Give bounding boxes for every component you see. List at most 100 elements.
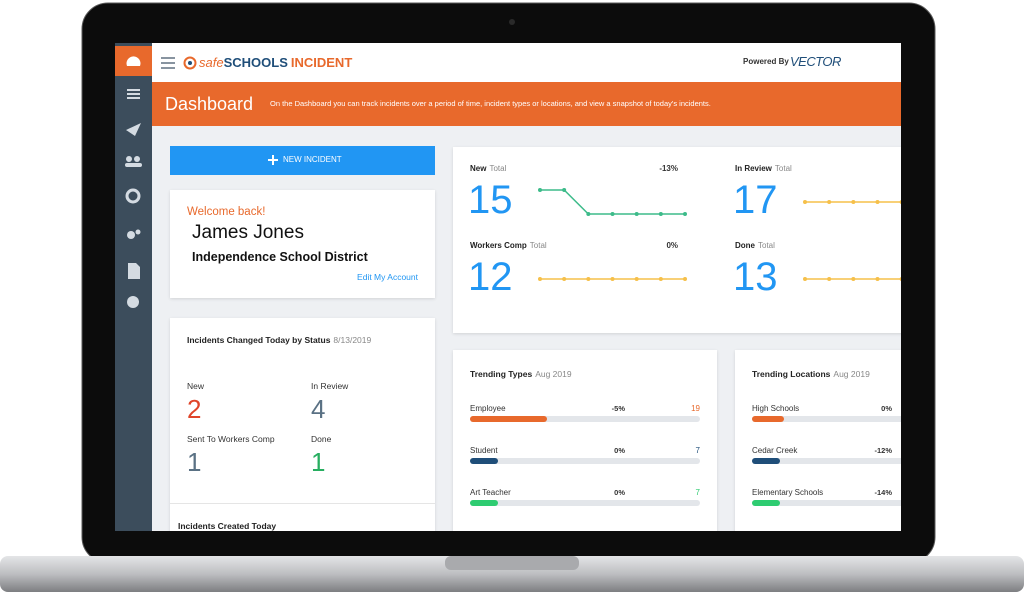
trending-label: Employee — [470, 404, 506, 413]
trending-count: 7 — [695, 446, 700, 455]
plus-icon — [272, 155, 274, 165]
welcome-card — [170, 190, 435, 298]
stat-label-text: In Review — [735, 164, 772, 173]
trending-title: Trending Locations Aug 2019 — [752, 370, 870, 379]
document-icon[interactable] — [128, 263, 140, 279]
stat-change: -13% — [659, 164, 678, 173]
new-incident-button[interactable]: NEW INCIDENT — [170, 146, 435, 175]
stat-sublabel: Total — [489, 164, 507, 173]
stat-sublabel: Total — [758, 241, 775, 250]
trending-change: 0% — [614, 488, 625, 498]
send-icon[interactable] — [126, 123, 141, 136]
stat-label: Workers Comp Total — [470, 242, 547, 250]
bar — [752, 458, 781, 464]
users-icon[interactable] — [126, 156, 132, 162]
status-date: 8/13/2019 — [333, 335, 372, 345]
laptop-base — [0, 556, 1024, 592]
screen: safeSCHOOLS INCIDENT Powered By VECTOR Dashb… — [115, 43, 901, 531]
trending-count: 19 — [691, 404, 700, 413]
status-title: Incidents Changed Today by Status 8/13/20… — [187, 336, 371, 345]
status-label: New — [187, 380, 205, 391]
logo-prefix: safe — [199, 55, 224, 70]
bar — [470, 416, 547, 422]
logo-mark — [183, 56, 197, 70]
divider — [170, 503, 435, 504]
bar-track — [470, 500, 700, 506]
trending-title-text: Trending Types — [470, 369, 533, 379]
trending-period: Aug 2019 — [535, 369, 572, 379]
trending-title-text: Trending Locations — [752, 369, 831, 379]
status-value: 2 — [187, 394, 202, 424]
logo: safeSCHOOLS INCIDENT — [199, 56, 352, 69]
stat-change: 0% — [666, 241, 678, 250]
page-title: Dashboard — [165, 94, 254, 114]
trending-count: 7 — [695, 488, 700, 497]
trending-change: -5% — [611, 404, 625, 414]
trending-label: Student — [470, 446, 498, 455]
list-icon[interactable] — [127, 89, 140, 91]
status-label: In Review — [311, 380, 349, 391]
settings-icon[interactable] — [127, 231, 135, 239]
bar-track — [752, 416, 901, 422]
greeting: Welcome back! — [187, 206, 266, 219]
trending-label: High Schools — [752, 404, 800, 413]
bar — [752, 500, 781, 506]
trending-title: Trending Types Aug 2019 — [470, 370, 572, 379]
bar-track — [470, 416, 700, 422]
help-ring-icon[interactable] — [125, 188, 141, 204]
stat-sublabel: Total — [529, 241, 547, 250]
camera — [509, 19, 515, 25]
page-description: On the Dashboard you can track incidents… — [270, 99, 711, 109]
status-title-text: Incidents Changed Today by Status — [187, 335, 331, 345]
status-label: Sent To Workers Comp — [187, 433, 275, 444]
stat-value: 12 — [468, 255, 513, 299]
stat-label-text: Done — [735, 241, 755, 250]
logo-main: SCHOOLS — [223, 55, 288, 70]
powered-by: Powered By — [743, 57, 789, 66]
created-today-title: Incidents Created Today — [178, 520, 277, 531]
logo-suffix: INCIDENT — [290, 55, 353, 70]
trending-change: 0% — [614, 446, 625, 456]
trending-change: -12% — [874, 446, 892, 456]
bar — [470, 500, 499, 506]
vendor-logo: VECTOR — [790, 53, 841, 69]
stat-label: In Review Total — [735, 165, 792, 173]
sidebar — [115, 43, 152, 531]
bar-track — [752, 458, 901, 464]
dashboard-icon — [126, 56, 141, 66]
edit-account-link[interactable]: Edit My Account — [357, 271, 418, 282]
bar-track — [470, 458, 700, 464]
district-name: Independence School District — [192, 249, 368, 264]
trending-change: -14% — [874, 488, 892, 498]
status-value: 4 — [311, 394, 326, 424]
stat-label: New Total — [470, 165, 506, 173]
stat-label-text: Workers Comp — [470, 241, 527, 250]
menu-icon[interactable] — [161, 57, 177, 69]
bar — [470, 458, 499, 464]
banner — [152, 82, 901, 126]
stat-value: 15 — [468, 178, 513, 222]
stat-sublabel: Total — [774, 164, 792, 173]
trending-change: 0% — [881, 404, 892, 414]
trending-period: Aug 2019 — [833, 369, 870, 379]
base-notch — [445, 556, 579, 570]
stat-label: Done Total — [735, 242, 775, 250]
sidebar-active[interactable] — [115, 46, 152, 76]
status-value: 1 — [311, 447, 326, 477]
sidebar-icons — [125, 89, 142, 308]
trending-label: Art Teacher — [470, 488, 511, 497]
user-name: James Jones — [192, 221, 304, 243]
trending-label: Elementary Schools — [752, 488, 824, 497]
status-label: Done — [311, 433, 332, 444]
stat-label-text: New — [470, 164, 487, 173]
stat-value: 17 — [733, 178, 778, 222]
trending-label: Cedar Creek — [752, 446, 798, 455]
button-label: NEW INCIDENT — [283, 155, 342, 164]
stats-card — [453, 147, 901, 333]
status-value: 1 — [187, 447, 202, 477]
stat-value: 13 — [733, 255, 778, 299]
status-card — [170, 318, 435, 531]
bar-track — [752, 500, 901, 506]
question-icon[interactable] — [127, 296, 139, 308]
